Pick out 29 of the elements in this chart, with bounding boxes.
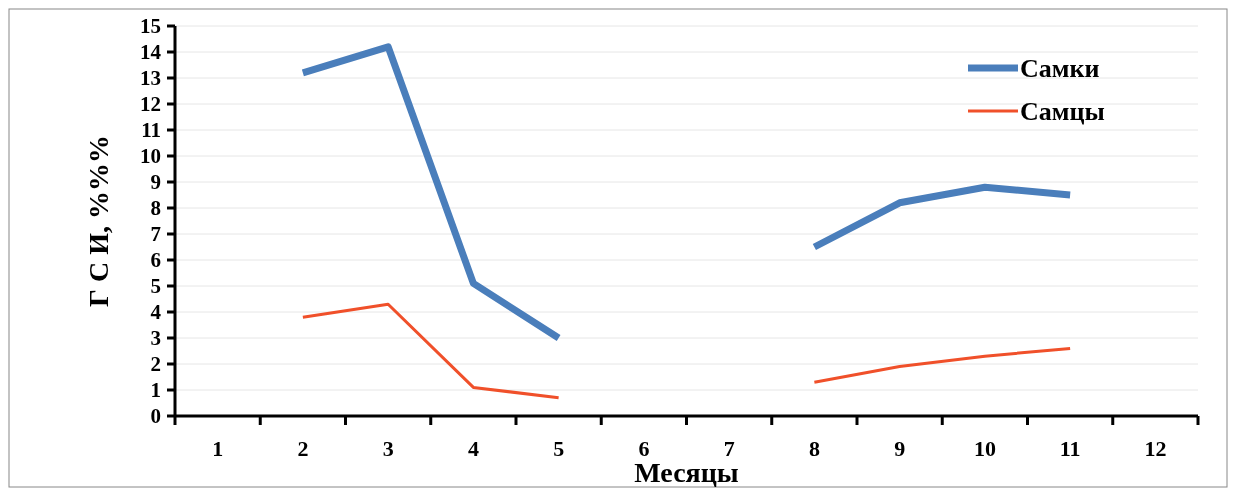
- y-tick-label: 6: [150, 248, 161, 273]
- y-tick-label: 8: [150, 196, 161, 221]
- y-tick-label: 12: [140, 92, 161, 117]
- y-tick-label: 13: [140, 66, 161, 91]
- x-tick-label: 12: [1144, 436, 1167, 461]
- y-tick-label: 5: [150, 274, 161, 299]
- y-tick-label: 15: [140, 14, 161, 39]
- y-tick-label: 7: [150, 222, 161, 247]
- x-tick-label: 5: [553, 436, 565, 461]
- x-tick-label: 10: [973, 436, 996, 461]
- y-tick-label: 0: [150, 404, 161, 429]
- y-tick-label: 10: [140, 144, 161, 169]
- y-tick-label: 9: [150, 170, 161, 195]
- y-tick-label: 1: [150, 378, 161, 403]
- x-tick-label: 9: [894, 436, 906, 461]
- x-tick-label: 8: [808, 436, 820, 461]
- y-tick-label: 11: [141, 118, 161, 143]
- y-axis-title: Г С И, %%%: [83, 135, 114, 307]
- x-tick-label: 4: [467, 436, 479, 461]
- x-tick-label: 1: [212, 436, 224, 461]
- y-tick-label: 14: [140, 40, 162, 65]
- y-tick-label: 3: [150, 326, 161, 351]
- y-tick-label: 2: [150, 352, 161, 377]
- legend-label: Самки: [1020, 54, 1100, 84]
- legend-label: Самцы: [1020, 97, 1105, 127]
- x-tick-label: 3: [382, 436, 394, 461]
- y-tick-label: 4: [150, 300, 162, 325]
- x-tick-label: 11: [1059, 436, 1081, 461]
- x-tick-label: 2: [297, 436, 309, 461]
